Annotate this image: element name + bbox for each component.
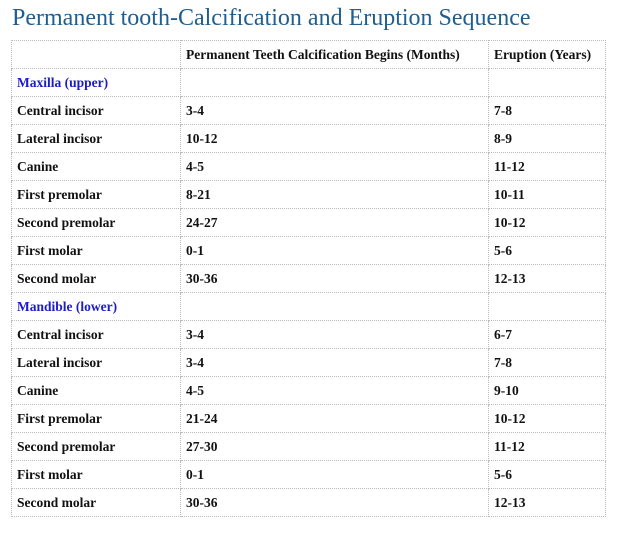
cell: Central incisor — [11, 96, 181, 125]
data-table: Permanent Teeth Calcification Begins (Mo… — [11, 40, 606, 517]
cell: Second premolar — [11, 208, 181, 237]
cell: 7-8 — [488, 96, 606, 125]
cell — [488, 68, 606, 97]
table-row: Central incisor 3-4 6-7 — [11, 320, 606, 349]
cell: 4-5 — [180, 376, 489, 405]
cell: 27-30 — [180, 432, 489, 461]
section-row: Maxilla (upper) — [11, 68, 606, 97]
section-label: Maxilla (upper) — [11, 68, 181, 97]
header-row: Permanent Teeth Calcification Begins (Mo… — [11, 40, 606, 69]
table-row: First molar 0-1 5-6 — [11, 460, 606, 489]
cell: 8-9 — [488, 124, 606, 153]
cell: 5-6 — [488, 236, 606, 265]
header-cell: Eruption (Years) — [488, 40, 606, 69]
header-cell: Permanent Teeth Calcification Begins (Mo… — [180, 40, 489, 69]
cell: First molar — [11, 236, 181, 265]
table-row: First molar 0-1 5-6 — [11, 236, 606, 265]
cell: 0-1 — [180, 236, 489, 265]
cell: 30-36 — [180, 488, 489, 517]
table-row: Second premolar 24-27 10-12 — [11, 208, 606, 237]
table-row: Central incisor 3-4 7-8 — [11, 96, 606, 125]
section-row: Mandible (lower) — [11, 292, 606, 321]
cell: 24-27 — [180, 208, 489, 237]
cell: 12-13 — [488, 264, 606, 293]
section-label: Mandible (lower) — [11, 292, 181, 321]
cell: First molar — [11, 460, 181, 489]
cell: 10-12 — [488, 208, 606, 237]
cell — [180, 68, 489, 97]
cell: 12-13 — [488, 488, 606, 517]
cell: 11-12 — [488, 152, 606, 181]
table-row: Lateral incisor 3-4 7-8 — [11, 348, 606, 377]
cell: Lateral incisor — [11, 348, 181, 377]
cell: 3-4 — [180, 96, 489, 125]
cell: Canine — [11, 376, 181, 405]
cell: 6-7 — [488, 320, 606, 349]
cell: Lateral incisor — [11, 124, 181, 153]
cell: First premolar — [11, 404, 181, 433]
cell: 10-12 — [180, 124, 489, 153]
cell: Second premolar — [11, 432, 181, 461]
cell: Canine — [11, 152, 181, 181]
cell — [180, 292, 489, 321]
cell: 0-1 — [180, 460, 489, 489]
header-cell — [11, 40, 181, 69]
cell — [488, 292, 606, 321]
cell: 3-4 — [180, 320, 489, 349]
cell: Second molar — [11, 264, 181, 293]
cell: Central incisor — [11, 320, 181, 349]
cell: First premolar — [11, 180, 181, 209]
cell: 10-12 — [488, 404, 606, 433]
cell: 3-4 — [180, 348, 489, 377]
cell: 9-10 — [488, 376, 606, 405]
cell: 21-24 — [180, 404, 489, 433]
cell: 10-11 — [488, 180, 606, 209]
table-row: Canine 4-5 9-10 — [11, 376, 606, 405]
cell: 30-36 — [180, 264, 489, 293]
table-row: First premolar 8-21 10-11 — [11, 180, 606, 209]
cell: Second molar — [11, 488, 181, 517]
table-body: Permanent Teeth Calcification Begins (Mo… — [11, 40, 606, 517]
table-row: Second molar 30-36 12-13 — [11, 264, 606, 293]
table-row: Second premolar 27-30 11-12 — [11, 432, 606, 461]
cell: 4-5 — [180, 152, 489, 181]
cell: 8-21 — [180, 180, 489, 209]
cell: 7-8 — [488, 348, 606, 377]
table-row: Canine 4-5 11-12 — [11, 152, 606, 181]
page-title: Permanent tooth-Calcification and Erupti… — [12, 5, 531, 31]
cell: 11-12 — [488, 432, 606, 461]
table-row: Lateral incisor 10-12 8-9 — [11, 124, 606, 153]
cell: 5-6 — [488, 460, 606, 489]
table-row: First premolar 21-24 10-12 — [11, 404, 606, 433]
table-row: Second molar 30-36 12-13 — [11, 488, 606, 517]
